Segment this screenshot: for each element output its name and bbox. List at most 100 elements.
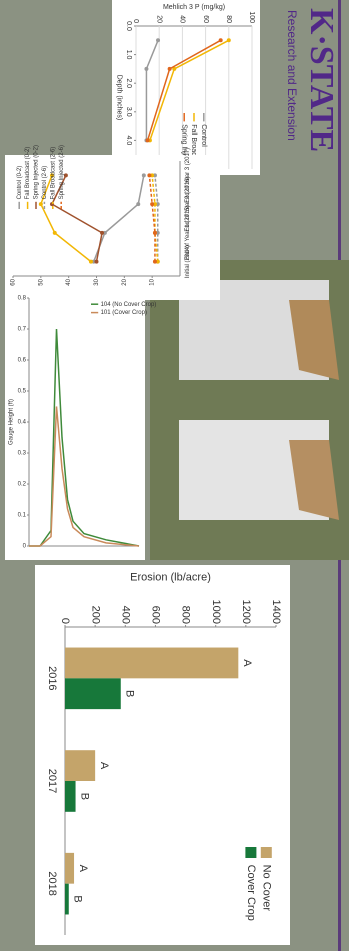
point xyxy=(152,259,157,264)
legend-label: Spring Injected (0-2) xyxy=(34,145,40,199)
point xyxy=(63,173,68,178)
legend-label: Spring Injected xyxy=(180,124,187,171)
significance-letter: B xyxy=(124,690,136,697)
chart-bg xyxy=(5,290,145,560)
y-tick-label: 30 xyxy=(94,278,100,285)
point xyxy=(150,202,155,207)
y-axis-label: Gauge Height (ft) xyxy=(9,399,15,445)
legend-label: Cover Crop xyxy=(245,865,257,921)
y-tick-label: 40 xyxy=(179,15,186,23)
point xyxy=(52,230,57,235)
significance-letter: A xyxy=(241,659,253,667)
logo-name: K·STATE xyxy=(303,8,340,152)
x-tick-label: 2016 xyxy=(46,666,58,690)
bar xyxy=(65,852,75,884)
legend-swatch xyxy=(245,847,257,858)
y-tick-label: 0.4 xyxy=(18,420,27,426)
point xyxy=(226,38,231,43)
point xyxy=(49,173,54,178)
x-tick-label: 2.0 xyxy=(125,78,132,88)
y-tick-label: 0 xyxy=(132,19,139,23)
significance-letter: A xyxy=(98,762,110,770)
series-line xyxy=(154,175,159,262)
y-tick-label: 0 xyxy=(59,618,71,624)
y-tick-label: 0.3 xyxy=(18,451,27,457)
point xyxy=(94,259,99,264)
legend-label: Fall Broadcast (2-6) xyxy=(50,147,56,200)
y-tick-label: 1400 xyxy=(270,600,282,624)
legend-label: 101 (Cover Crop) xyxy=(101,310,147,316)
point xyxy=(167,66,172,71)
runoff xyxy=(289,440,339,520)
legend-swatch xyxy=(260,847,272,858)
point xyxy=(150,173,155,178)
legend-label: 104 (No Cover Crop) xyxy=(101,302,157,308)
y-tick-label: 1200 xyxy=(240,600,252,624)
y-tick-label: 0.8 xyxy=(18,296,27,302)
chart: 0 200 400 600 800 1000 1200 1400 2016 2017 2018 Ero… xyxy=(35,565,290,945)
point xyxy=(136,202,141,207)
logo-subtitle: Research and Extension xyxy=(285,10,299,141)
x-tick-label: Initial (2014) xyxy=(185,245,191,278)
point xyxy=(38,202,43,207)
y-tick-label: 20 xyxy=(155,15,162,23)
runoff xyxy=(289,300,339,380)
y-tick-label: 200 xyxy=(89,606,101,624)
chart: 10 20 30 40 50 60 Initial (2014)End of Year 1 … xyxy=(5,145,220,300)
point xyxy=(91,259,96,264)
y-tick-label: 60 xyxy=(202,15,209,23)
y-tick-label: 0.5 xyxy=(18,389,27,395)
y-tick-label: 0 xyxy=(23,544,27,550)
y-tick-label: 600 xyxy=(150,606,162,624)
legend-label: Control xyxy=(200,124,207,147)
y-tick-label: 0.2 xyxy=(18,482,27,488)
x-tick-label: 1.0 xyxy=(125,50,132,60)
y-axis-label: Mehlich 3 P (mg/kg) xyxy=(163,4,225,11)
point xyxy=(172,66,177,71)
x-tick-label: 3.0 xyxy=(125,107,132,117)
x-tick-label: End of Year 2 (2016) xyxy=(185,177,191,232)
y-tick-label: 800 xyxy=(180,606,192,624)
y-tick-label: 80 xyxy=(225,15,232,23)
point xyxy=(155,230,160,235)
x-tick-label: End of Year 1 (2015) xyxy=(185,205,191,260)
point xyxy=(152,173,157,178)
legend-label: Control (2-6) xyxy=(42,166,48,200)
series-line xyxy=(151,175,159,262)
y-tick-label: 100 xyxy=(248,11,255,23)
x-tick-label: 4.0 xyxy=(125,136,132,146)
y-tick-label: 10 xyxy=(150,278,156,285)
bar xyxy=(64,883,69,915)
series-line xyxy=(29,328,140,547)
series-line xyxy=(40,175,92,263)
point xyxy=(100,230,105,235)
photo xyxy=(150,260,349,560)
series-line xyxy=(148,175,156,262)
x-axis-label: Depth (inches) xyxy=(115,75,122,121)
point xyxy=(144,66,149,71)
y-tick-label: 60 xyxy=(11,278,17,285)
bar xyxy=(65,781,76,812)
bar xyxy=(65,647,239,679)
point xyxy=(147,173,152,178)
legend-label: No Cover xyxy=(260,865,272,912)
point xyxy=(218,38,223,43)
y-tick-label: 20 xyxy=(122,278,128,285)
significance-letter: B xyxy=(78,793,90,800)
point xyxy=(152,230,157,235)
y-tick-label: 1000 xyxy=(210,600,222,624)
point xyxy=(88,259,93,264)
x-tick-label: 0.0 xyxy=(125,21,132,31)
y-tick-label: 50 xyxy=(38,278,44,285)
x-tick-label: End of Year 3 (2017) xyxy=(185,148,191,203)
legend-label: Fall Broadcast xyxy=(190,124,197,169)
point xyxy=(155,202,160,207)
y-tick-label: 40 xyxy=(66,278,72,285)
significance-letter: A xyxy=(77,865,89,873)
point xyxy=(102,230,107,235)
point xyxy=(152,202,157,207)
